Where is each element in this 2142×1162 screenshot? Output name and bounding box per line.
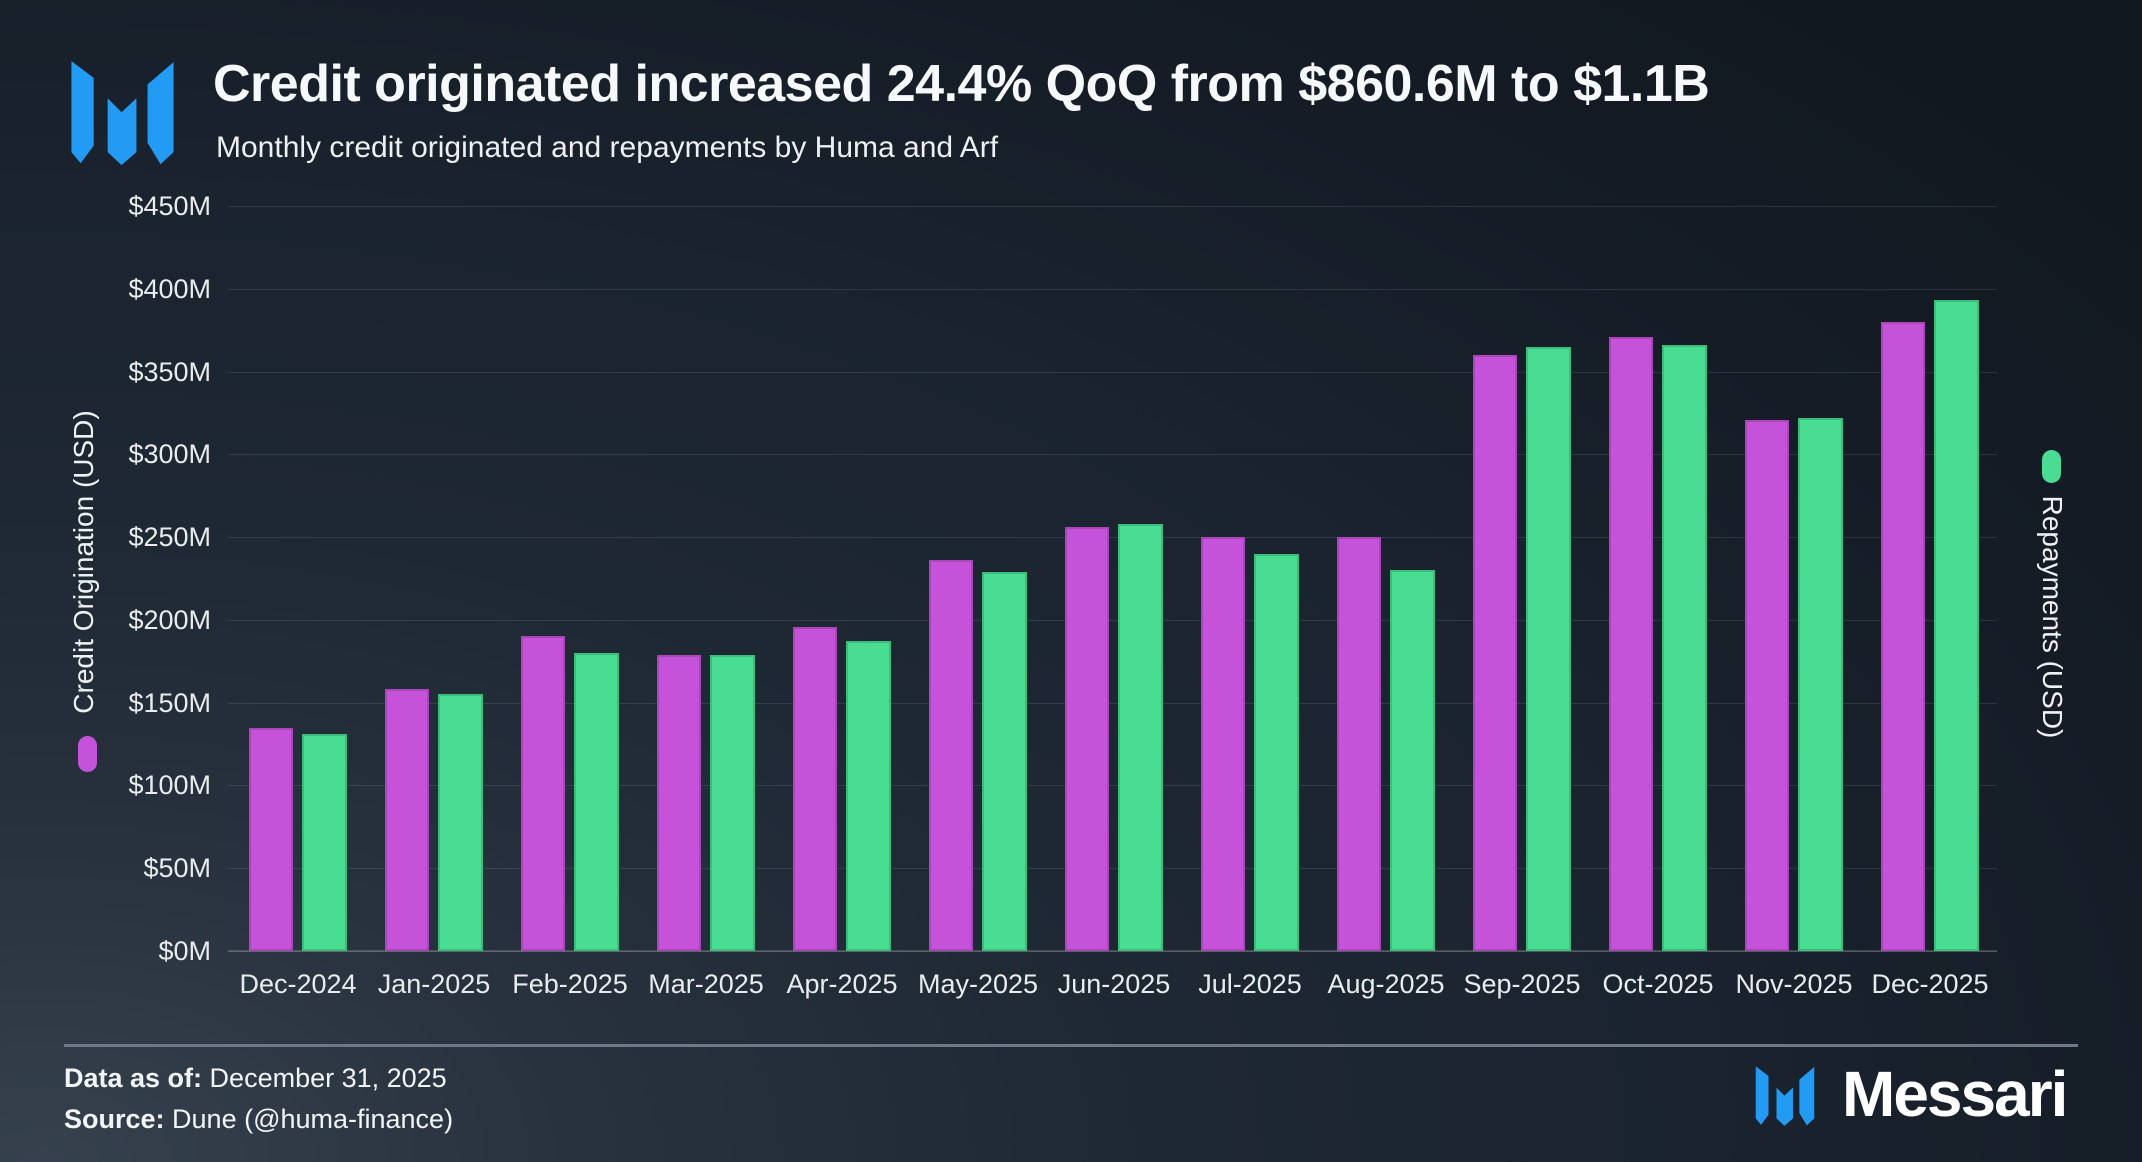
chart-title: Credit originated increased 24.4% QoQ fr… <box>213 55 1710 113</box>
credit-origination-bar-may-2025 <box>929 560 973 951</box>
y-axis-title-left: Credit Origination (USD) <box>68 410 99 714</box>
gridline <box>228 702 1997 704</box>
x-axis-baseline <box>228 950 1997 952</box>
chart-subtitle: Monthly credit originated and repayments… <box>216 131 999 164</box>
bar-group-dec-2024 <box>249 206 347 951</box>
gridline <box>228 454 1997 456</box>
data-as-of-label: Data as of: <box>64 1063 203 1093</box>
legend-swatch-repayments <box>2042 450 2061 483</box>
source-value: Dune (@huma-finance) <box>164 1104 454 1134</box>
messari-logo-icon-small <box>1755 1066 1815 1126</box>
bar-group-dec-2025 <box>1881 206 1979 951</box>
credit-origination-bar-dec-2024 <box>249 727 293 951</box>
messari-brand-lockup: Messari <box>1750 1057 2068 1130</box>
credit-origination-bar-feb-2025 <box>521 636 565 951</box>
bar-group-nov-2025 <box>1745 206 1843 951</box>
x-tick-label: Jan-2025 <box>377 969 491 999</box>
x-tick-label: Feb-2025 <box>512 969 628 999</box>
credit-origination-bar-aug-2025 <box>1337 537 1381 951</box>
credit-origination-bar-sep-2025 <box>1473 355 1517 951</box>
bar-group-aug-2025 <box>1337 206 1435 951</box>
y-tick-label: $300M <box>128 439 211 470</box>
repayments-bar-jun-2025 <box>1118 523 1163 951</box>
x-tick-label: Sep-2025 <box>1463 969 1581 999</box>
repayments-bar-sep-2025 <box>1526 346 1571 951</box>
plot-area <box>228 206 1997 952</box>
repayments-bar-mar-2025 <box>710 654 755 951</box>
x-tick-label: Mar-2025 <box>648 969 764 999</box>
x-tick-label: Jul-2025 <box>1198 969 1302 999</box>
repayments-bar-nov-2025 <box>1798 417 1843 951</box>
y-tick-label: $450M <box>128 191 211 221</box>
repayments-bar-oct-2025 <box>1662 345 1707 951</box>
legend-swatch-credit-origination <box>78 736 97 772</box>
y-tick-label: $0M <box>158 936 211 966</box>
bar-group-feb-2025 <box>521 206 619 951</box>
y-tick-label: $200M <box>128 604 211 635</box>
repayments-bar-jul-2025 <box>1254 553 1299 951</box>
source-label: Source: <box>64 1104 165 1134</box>
x-tick-label: Dec-2025 <box>1871 969 1989 999</box>
messari-logo-shards <box>71 61 174 166</box>
x-tick-label: Nov-2025 <box>1735 969 1853 999</box>
x-tick-label: Apr-2025 <box>786 969 898 999</box>
bar-group-jun-2025 <box>1065 206 1163 951</box>
x-tick-label: Aug-2025 <box>1327 969 1445 999</box>
gridline <box>228 619 1997 621</box>
repayments-bar-jan-2025 <box>438 694 483 951</box>
y-tick-label: $400M <box>128 273 211 304</box>
bar-group-jan-2025 <box>385 206 483 951</box>
bar-group-sep-2025 <box>1473 206 1571 951</box>
gridline <box>228 206 1997 207</box>
repayments-bar-apr-2025 <box>846 641 891 951</box>
data-as-of-value: December 31, 2025 <box>202 1063 447 1093</box>
x-tick-label: Dec-2024 <box>239 969 357 999</box>
footer-divider <box>64 1044 2078 1047</box>
credit-origination-bar-jan-2025 <box>385 689 429 951</box>
repayments-bar-dec-2024 <box>302 734 347 951</box>
credit-origination-bar-dec-2025 <box>1881 321 1925 951</box>
gridline <box>228 371 1997 373</box>
credit-origination-bar-oct-2025 <box>1609 336 1653 951</box>
x-tick-label: Jun-2025 <box>1057 969 1171 999</box>
bar-group-oct-2025 <box>1609 206 1707 951</box>
data-as-of-line: Data as of: December 31, 2025 <box>64 1063 447 1094</box>
y-tick-label: $350M <box>128 356 211 387</box>
repayments-bar-may-2025 <box>982 571 1027 951</box>
bar-group-apr-2025 <box>793 206 891 951</box>
credit-origination-bar-apr-2025 <box>793 626 837 951</box>
y-tick-label: $250M <box>128 522 211 553</box>
credit-origination-bar-mar-2025 <box>657 654 701 951</box>
source-line: Source: Dune (@huma-finance) <box>64 1104 453 1135</box>
credit-origination-bar-jul-2025 <box>1201 537 1245 951</box>
bar-group-mar-2025 <box>657 206 755 951</box>
messari-logo-icon <box>71 61 174 166</box>
y-tick-label: $100M <box>128 770 211 801</box>
gridline <box>228 537 1997 539</box>
repayments-bar-dec-2025 <box>1934 300 1979 951</box>
bar-group-may-2025 <box>929 206 1027 951</box>
gridline <box>228 868 1997 870</box>
repayments-bar-aug-2025 <box>1390 570 1435 951</box>
x-tick-label: Oct-2025 <box>1602 969 1714 999</box>
credit-origination-bar-jun-2025 <box>1065 527 1109 951</box>
repayments-bar-feb-2025 <box>574 653 619 951</box>
gridline <box>228 951 1997 952</box>
gridline <box>228 288 1997 290</box>
y-axis-title-right: Repayments (USD) <box>2037 495 2068 739</box>
y-tick-label: $50M <box>143 853 211 884</box>
bar-group-jul-2025 <box>1201 206 1299 951</box>
messari-wordmark: Messari <box>1842 1057 2068 1130</box>
y-tick-label: $150M <box>128 687 211 718</box>
credit-origination-bar-nov-2025 <box>1745 419 1789 951</box>
gridline <box>228 785 1997 787</box>
x-tick-label: May-2025 <box>917 969 1039 999</box>
